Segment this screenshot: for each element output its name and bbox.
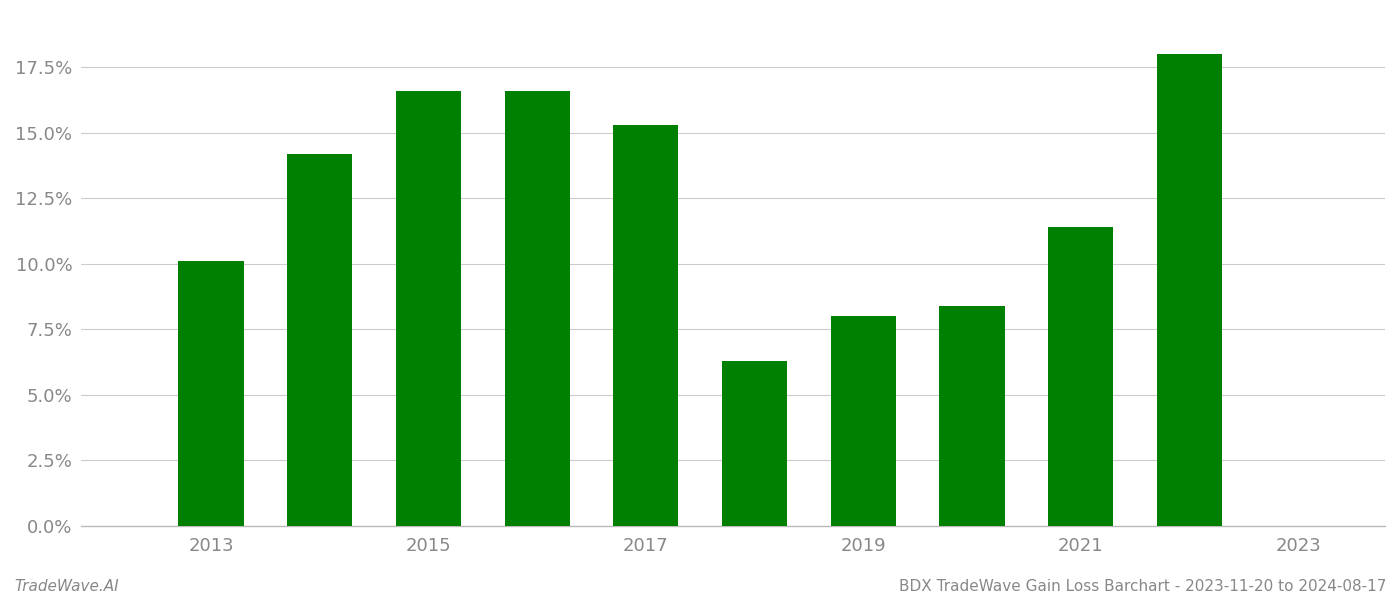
Bar <box>504 91 570 526</box>
Bar <box>722 361 787 526</box>
Bar <box>178 261 244 526</box>
Bar <box>613 125 679 526</box>
Bar <box>1156 54 1222 526</box>
Text: TradeWave.AI: TradeWave.AI <box>14 579 119 594</box>
Bar <box>830 316 896 526</box>
Bar <box>1049 227 1113 526</box>
Text: BDX TradeWave Gain Loss Barchart - 2023-11-20 to 2024-08-17: BDX TradeWave Gain Loss Barchart - 2023-… <box>899 579 1386 594</box>
Bar <box>287 154 353 526</box>
Bar <box>396 91 461 526</box>
Bar <box>939 306 1005 526</box>
